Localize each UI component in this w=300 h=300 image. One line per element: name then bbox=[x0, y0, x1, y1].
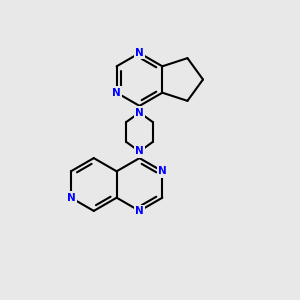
Text: N: N bbox=[158, 166, 167, 176]
Text: N: N bbox=[135, 146, 144, 157]
Text: N: N bbox=[135, 206, 144, 216]
Text: N: N bbox=[135, 107, 144, 118]
Text: N: N bbox=[112, 88, 121, 98]
Text: N: N bbox=[67, 193, 75, 203]
Text: N: N bbox=[135, 48, 144, 58]
